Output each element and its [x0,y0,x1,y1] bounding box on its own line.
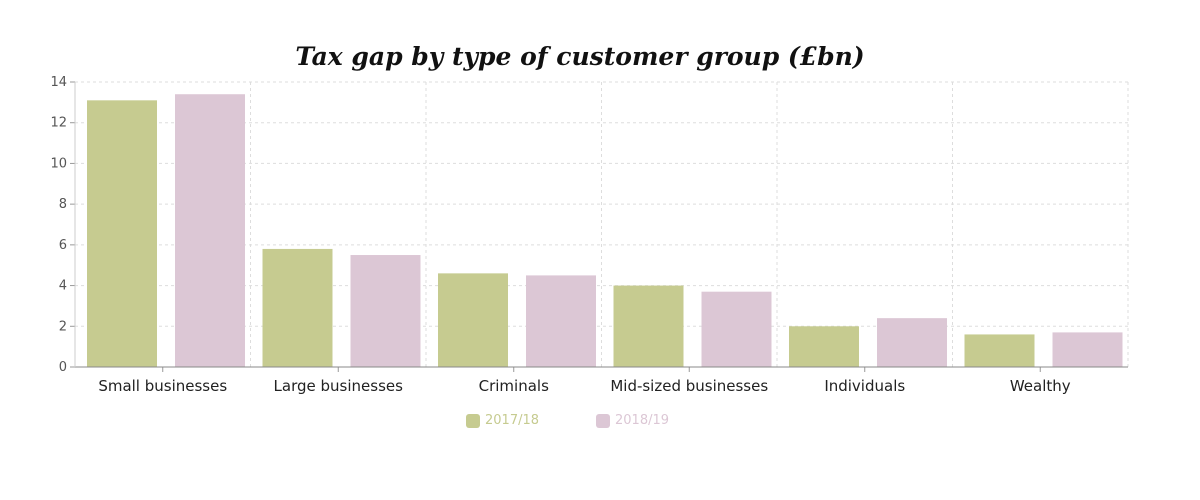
legend-swatch-series-2 [596,413,610,428]
bar-series-1[interactable] [438,273,508,367]
bar-series-2[interactable] [701,291,772,367]
legend-item-series-2[interactable]: 2018/19 [596,413,669,428]
legend-label-series-2: 2018/19 [615,413,670,428]
legend: 2017/18 2018/19 [0,413,1200,433]
x-category-label: Criminals [479,377,549,395]
y-tick-label: 6 [59,238,67,253]
chart-title: Tax gap by type of customer group (£bn) [295,42,865,71]
x-category-label: Large businesses [274,377,404,395]
x-category-label: Wealthy [1010,377,1071,395]
grid-lines [74,81,1129,367]
y-tick-label: 8 [59,197,67,212]
x-category-label: Individuals [824,377,905,395]
x-category-label: Small businesses [98,377,227,395]
x-axis-categories: Small businesses Large businesses Criminal… [98,367,1071,395]
y-tick-label: 4 [59,279,67,294]
bar-series-2[interactable] [175,94,245,367]
y-tick-label: 0 [59,360,67,375]
bar-series-2[interactable] [877,318,947,367]
x-category-label: Mid-sized businesses [610,377,768,395]
bars [87,94,1123,368]
y-tick-label: 10 [50,156,67,171]
bar-series-1[interactable] [789,326,859,367]
y-axis-ticks: 0 2 4 6 8 10 12 14 [50,75,75,375]
bar-series-1[interactable] [964,334,1035,367]
y-tick-label: 14 [50,75,67,90]
bar-series-1[interactable] [613,285,684,367]
bar-series-2[interactable] [526,275,596,367]
y-tick-label: 12 [50,116,67,131]
bar-series-2[interactable] [1052,332,1123,367]
legend-swatch-series-1 [466,413,480,428]
bar-series-1[interactable] [87,100,157,368]
legend-item-series-1[interactable]: 2017/18 [466,413,539,428]
y-tick-label: 2 [59,319,67,334]
legend-label-series-1: 2017/18 [485,413,540,428]
bar-series-1[interactable] [262,248,333,367]
bar-series-2[interactable] [350,255,421,367]
